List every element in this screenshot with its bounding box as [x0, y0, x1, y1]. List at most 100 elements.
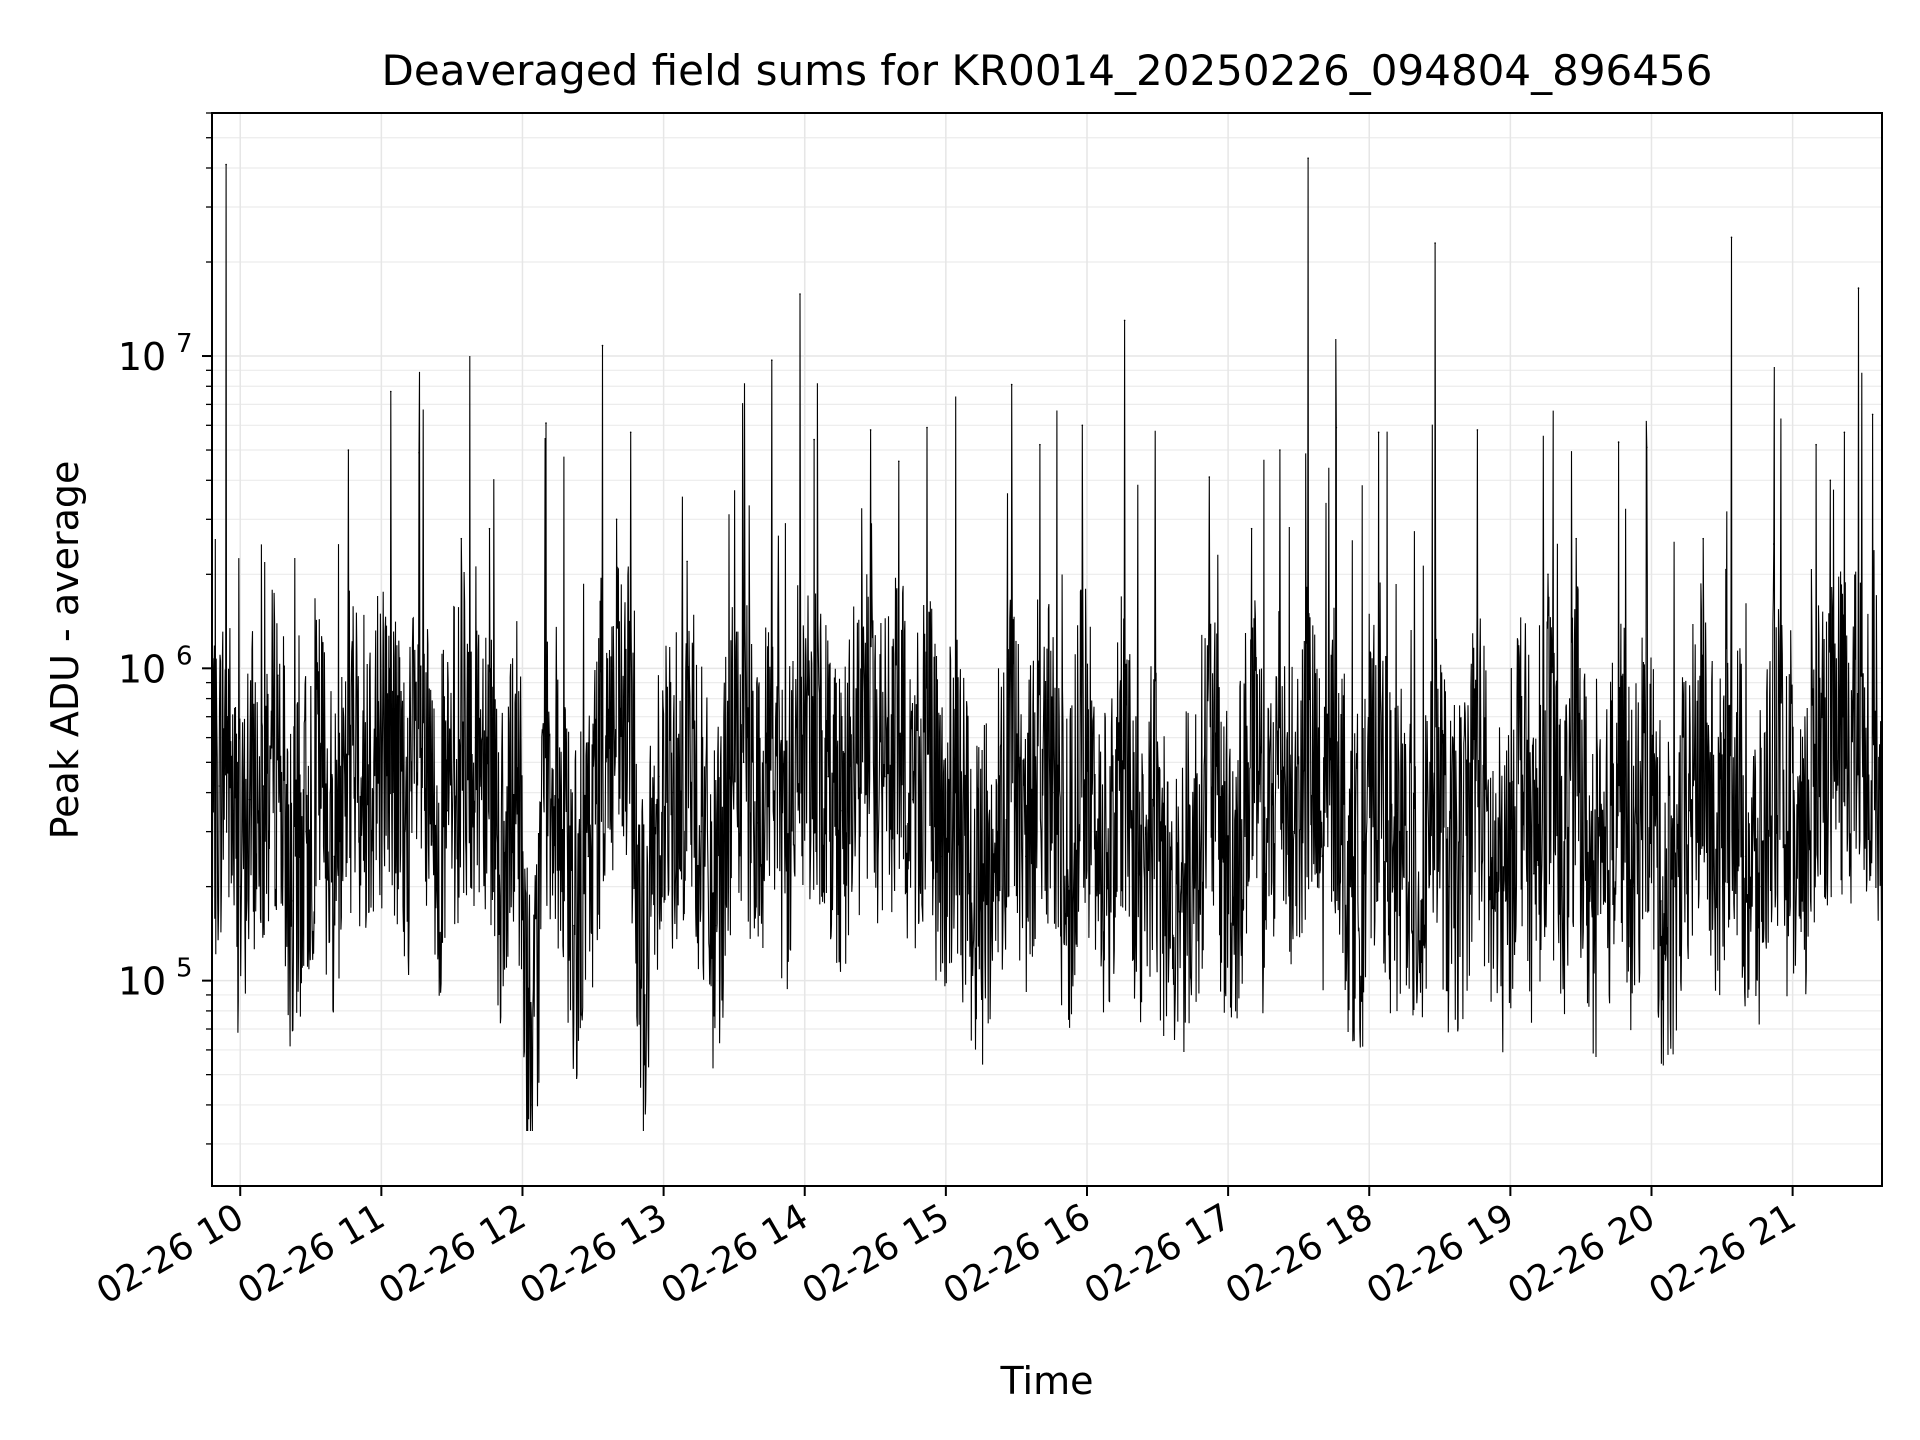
data-point [587, 855, 590, 858]
data-point [1476, 429, 1479, 431]
series-line [211, 158, 1883, 1132]
data-point [686, 560, 688, 563]
data-point [239, 885, 241, 888]
data-point [869, 429, 872, 431]
data-point [1674, 885, 1676, 888]
data-point [1109, 855, 1112, 858]
data-point [728, 775, 731, 778]
data-point [799, 293, 801, 295]
data-point [1702, 537, 1704, 540]
data-point [404, 830, 406, 833]
data-point [1250, 527, 1253, 530]
data-point [1603, 900, 1606, 902]
data-point [1095, 830, 1098, 833]
data-point [1166, 900, 1168, 902]
data-point [1561, 885, 1563, 888]
data-point [248, 798, 251, 801]
data-point [1137, 872, 1140, 875]
data-point [1321, 855, 1323, 858]
data-point [1871, 413, 1874, 416]
data-point [218, 785, 220, 787]
data-point [390, 390, 392, 393]
data-point [1335, 426, 1338, 429]
data-point [232, 809, 234, 812]
data-point [531, 1104, 533, 1106]
data-point [785, 840, 787, 842]
data-point [545, 422, 547, 424]
data-point [1293, 830, 1295, 833]
data-point [1067, 885, 1069, 888]
data-point [347, 449, 350, 451]
data-point [1152, 798, 1154, 801]
data-point [1631, 885, 1634, 888]
data-point [1589, 885, 1592, 888]
plot-frame [211, 112, 1883, 1187]
data-point [926, 426, 928, 429]
data-point [1744, 855, 1747, 858]
data-point [305, 830, 307, 833]
data-point [771, 359, 773, 362]
data-point [1660, 900, 1662, 902]
data-point [1829, 479, 1832, 482]
data-point [644, 994, 646, 996]
data-point [700, 830, 702, 833]
data-point [1617, 441, 1620, 443]
y-tick-label: 10 [118, 335, 166, 379]
data-point [1730, 236, 1733, 239]
data-point [982, 900, 985, 902]
data-point [1363, 872, 1366, 875]
data-point [1688, 809, 1690, 812]
data-point [502, 900, 505, 902]
data-point [1758, 885, 1761, 888]
data-point [225, 163, 227, 166]
data-point [1279, 449, 1281, 451]
data-point [1307, 157, 1309, 159]
data-point [573, 924, 575, 927]
data-point [714, 924, 717, 927]
data-point [1180, 885, 1182, 888]
data-point [827, 775, 830, 778]
data-point [940, 855, 942, 858]
data-point [262, 785, 265, 787]
data-point [1801, 900, 1803, 902]
y-tick-label: 10 [118, 960, 166, 1004]
data-point [1575, 537, 1577, 540]
data-point [1434, 242, 1436, 244]
data-point [361, 775, 364, 778]
data-point [559, 809, 561, 812]
data-point [333, 855, 336, 858]
data-point [968, 872, 971, 875]
data-point [1646, 446, 1648, 449]
data-point [1773, 543, 1775, 545]
data-point [912, 798, 914, 801]
data-point [1815, 443, 1817, 446]
data-point [1039, 443, 1041, 446]
data-point [1787, 830, 1789, 833]
data-point [1349, 885, 1352, 888]
data-point [1264, 872, 1267, 875]
data-point [1194, 855, 1196, 858]
data-point [1010, 383, 1013, 386]
data-point [1123, 319, 1126, 322]
y-tick-label: 10 [118, 647, 166, 691]
data-point [813, 438, 815, 441]
data-point [855, 761, 858, 764]
y-tick-label-exponent: 6 [176, 641, 193, 671]
data-point [319, 761, 322, 764]
data-point [488, 527, 491, 530]
data-point [1025, 855, 1027, 858]
data-point [658, 775, 660, 778]
data-point [1843, 431, 1846, 434]
data-point [474, 736, 477, 739]
data-point [1462, 855, 1465, 858]
data-point [277, 674, 279, 677]
data-point [672, 791, 674, 794]
data-point [1547, 573, 1549, 576]
data-point [432, 840, 434, 842]
y-tick-label-exponent: 5 [176, 954, 193, 984]
data-point [1519, 715, 1521, 718]
y-axis-label: Peak ADU - average [43, 461, 87, 840]
data-point [1533, 872, 1535, 875]
data-point [1420, 900, 1422, 902]
